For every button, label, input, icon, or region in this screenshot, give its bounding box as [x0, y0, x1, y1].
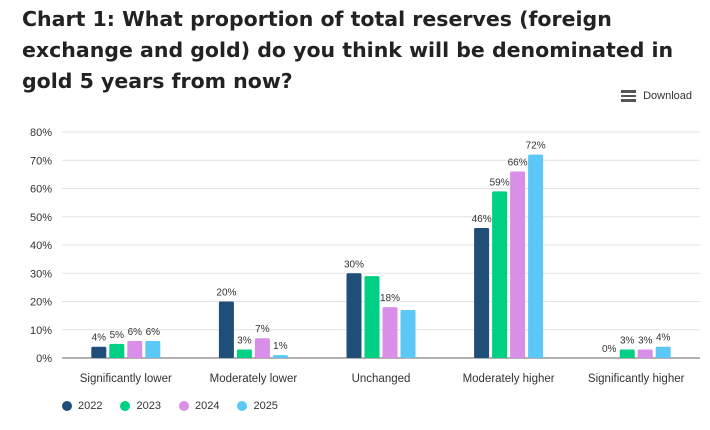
download-label: Download — [643, 90, 692, 102]
y-tick-label: 40% — [30, 240, 52, 252]
x-category-label: Moderately higher — [463, 373, 555, 385]
bar-2025-4[interactable] — [655, 346, 671, 358]
data-label: 4% — [92, 333, 107, 344]
data-label: 5% — [110, 330, 125, 341]
chart-title: Chart 1: What proportion of total reserv… — [22, 7, 674, 93]
bar-2024-1[interactable] — [254, 338, 270, 358]
legend-dot-icon — [237, 401, 248, 411]
bar-2022-3[interactable] — [474, 228, 490, 358]
bar-2023-3[interactable] — [492, 191, 508, 358]
data-label: 6% — [128, 327, 143, 338]
legend-label: 2025 — [253, 400, 278, 412]
hamburger-menu-icon — [621, 90, 637, 102]
y-tick-label: 60% — [30, 184, 52, 196]
y-tick-label: 0% — [36, 353, 52, 365]
y-tick-label: 10% — [30, 325, 52, 337]
bar-2024-4[interactable] — [637, 349, 653, 358]
data-label: 59% — [490, 177, 510, 188]
data-label: 3% — [620, 336, 635, 347]
data-label: 18% — [380, 293, 400, 304]
data-label: 6% — [146, 327, 161, 338]
data-labels: 4% 5% 6% 6%20%3%7%1%30%18%46%59%66%72%0%3% 3… — [92, 141, 671, 355]
gridlines — [62, 131, 700, 359]
data-label: 4% — [656, 333, 671, 344]
bar-2025-2[interactable] — [400, 309, 416, 358]
bar-2022-0[interactable] — [91, 346, 107, 358]
legend-dot-icon — [178, 401, 189, 411]
y-tick-label: 70% — [30, 155, 52, 167]
data-label: 7% — [255, 324, 270, 335]
data-label: 0% — [602, 344, 617, 355]
bar-2025-0[interactable] — [145, 341, 161, 358]
data-label: 3% — [237, 336, 252, 347]
legend-label: 2024 — [194, 400, 220, 412]
x-category-label: Unchanged — [352, 373, 411, 385]
data-label: 3% — [638, 336, 653, 347]
bar-2025-3[interactable] — [528, 154, 544, 358]
bar-2024-3[interactable] — [510, 171, 526, 358]
bar-2024-2[interactable] — [382, 307, 398, 358]
bar-2023-1[interactable] — [236, 349, 252, 358]
legend-item-2025[interactable]: 2025 — [237, 400, 278, 412]
axes: 0% 10% 20% 30% 40% 50% 60% 70% 80% Significantly … — [30, 127, 685, 385]
bars — [91, 154, 671, 359]
legend: 2022 2023 2024 2025 — [62, 400, 278, 412]
y-tick-label: 30% — [30, 268, 52, 280]
legend-label: 2022 — [78, 400, 103, 412]
data-label: 66% — [508, 158, 528, 169]
data-label: 46% — [472, 214, 492, 225]
data-label: 30% — [344, 259, 364, 270]
x-category-label: Significantly higher — [588, 373, 685, 385]
x-category-label: Significantly lower — [80, 373, 172, 385]
bar-2023-4[interactable] — [619, 349, 635, 358]
legend-dot-icon — [120, 401, 131, 411]
y-tick-label: 50% — [30, 212, 52, 224]
data-label: 20% — [216, 288, 236, 299]
data-label: 1% — [273, 341, 288, 352]
legend-item-2022[interactable]: 2022 — [62, 400, 102, 412]
legend-item-2023[interactable]: 2023 — [120, 400, 161, 412]
y-tick-label: 80% — [30, 127, 52, 139]
bar-2023-0[interactable] — [109, 343, 125, 358]
data-label: 72% — [526, 141, 546, 152]
bar-2022-2[interactable] — [346, 273, 362, 358]
bar-2023-2[interactable] — [364, 276, 380, 358]
legend-item-2024[interactable]: 2024 — [178, 400, 220, 412]
legend-label: 2023 — [136, 400, 161, 412]
download-button[interactable]: Download — [621, 90, 692, 102]
legend-dot-icon — [62, 401, 72, 411]
bar-2024-0[interactable] — [127, 341, 143, 358]
bar-2022-1[interactable] — [218, 301, 234, 359]
bar-2025-1[interactable] — [272, 355, 288, 358]
x-category-label: Moderately lower — [210, 373, 298, 385]
y-tick-label: 20% — [30, 297, 52, 309]
